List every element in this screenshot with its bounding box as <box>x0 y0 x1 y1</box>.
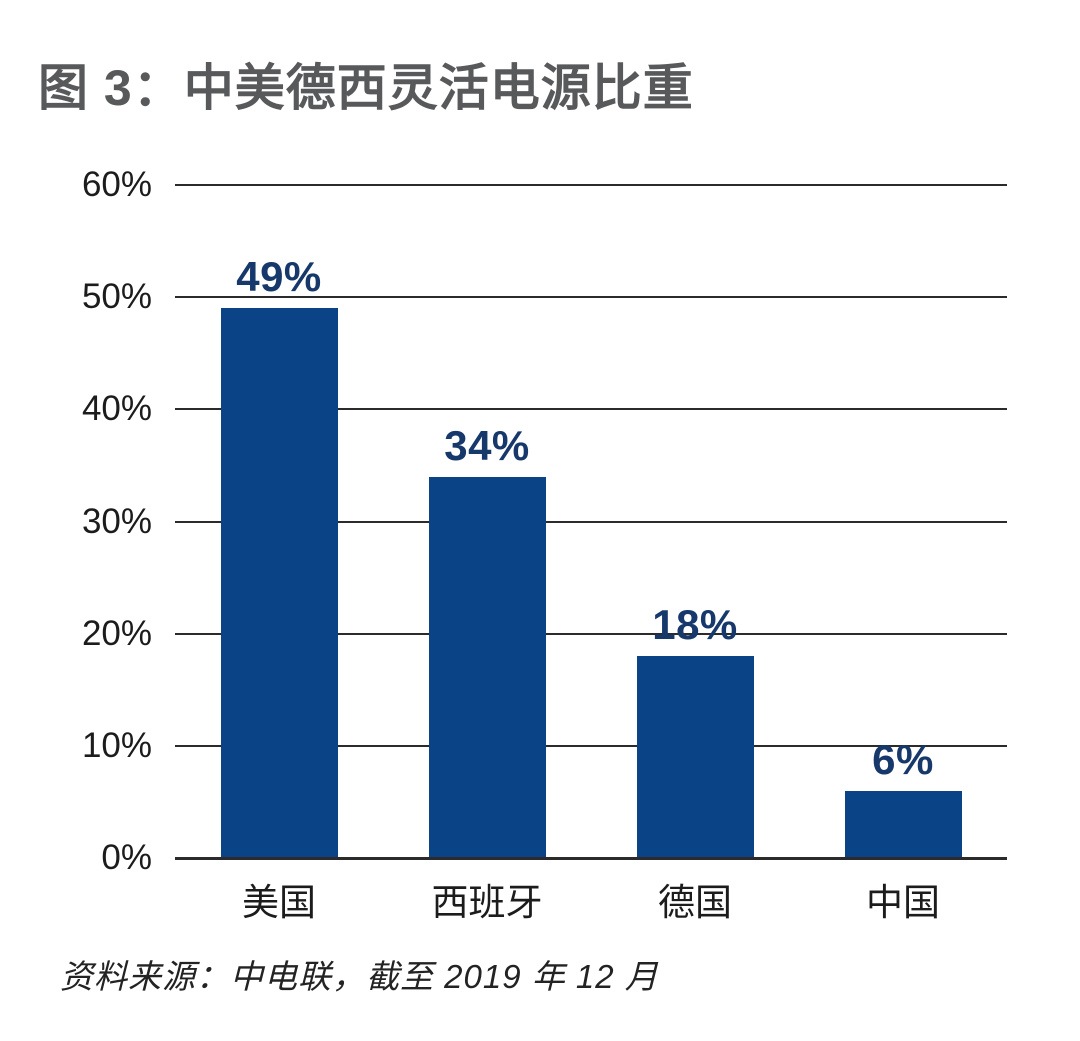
gridline <box>175 408 1007 411</box>
bar-value-label: 18% <box>652 601 738 649</box>
x-axis-line <box>175 857 1007 860</box>
bar-西班牙 <box>428 476 546 858</box>
y-tick-label: 10% <box>81 725 152 765</box>
bar-美国 <box>220 308 338 858</box>
bar-value-label: 6% <box>872 735 934 783</box>
y-tick-label: 40% <box>81 389 152 429</box>
chart-title: 图 3：中美德西灵活电源比重 <box>38 60 694 116</box>
gridline <box>175 632 1007 635</box>
source-note: 资料来源：中电联，截至 2019 年 12 月 <box>60 958 659 995</box>
bar-value-label: 49% <box>236 253 322 301</box>
gridline <box>175 520 1007 523</box>
y-tick-label: 0% <box>101 838 152 877</box>
gridline <box>175 184 1007 186</box>
plot-area: 49% 34% 18% 6% <box>175 184 1007 860</box>
y-tick-label: 50% <box>81 277 152 317</box>
gridline <box>175 744 1007 747</box>
y-tick-label: 30% <box>81 501 152 541</box>
x-category-label: 德国 <box>658 882 732 923</box>
x-category-label: 西班牙 <box>431 882 543 923</box>
x-category-label: 美国 <box>242 882 316 923</box>
bar-value-label: 34% <box>444 421 530 469</box>
y-tick-label: 60% <box>81 165 152 204</box>
gridline <box>175 296 1007 299</box>
x-category-label: 中国 <box>866 882 940 923</box>
bar-德国 <box>636 656 754 858</box>
bar-中国 <box>844 790 962 858</box>
y-tick-label: 20% <box>81 613 152 653</box>
